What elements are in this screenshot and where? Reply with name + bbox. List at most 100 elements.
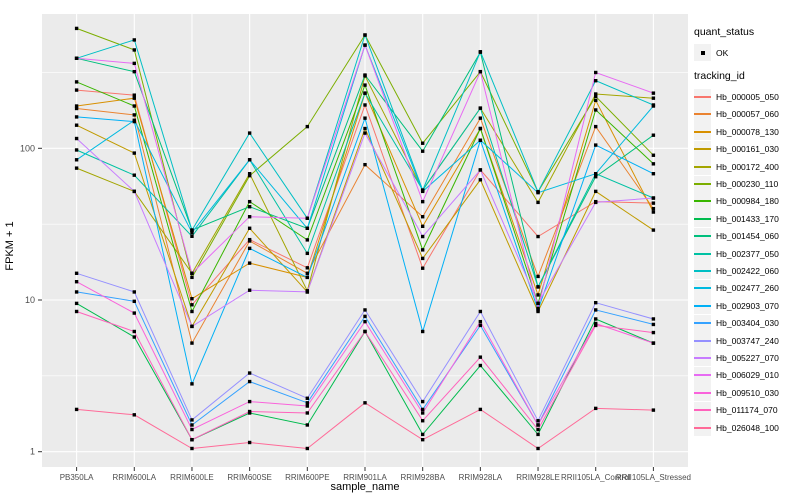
y-axis-title: FPKM + 1 [4,221,16,271]
data-point [190,418,194,422]
data-point [247,173,252,178]
legend-item-Hb_000984_180: Hb_000984_180 [694,192,798,210]
y-tick-label: 1 [30,447,35,457]
legend-title-tracking-id: tracking_id [694,70,745,83]
legend-key-line-icon [694,158,711,176]
data-point [247,379,252,384]
legend-key-line-icon [694,227,711,245]
x-tick-label: RRIM928LE [516,473,560,482]
legend-item-Hb_000230_110: Hb_000230_110 [694,175,798,193]
data-point [74,148,79,152]
data-point [420,432,425,437]
data-point [305,251,310,256]
data-point [651,196,656,200]
data-point [305,396,310,400]
data-point [247,226,252,230]
legend-label: Hb_002477_260 [716,283,779,294]
legend-item-Hb_000078_130: Hb_000078_130 [694,123,798,141]
legend-label: Hb_000984_180 [716,196,779,207]
legend-item-Hb_011174_070: Hb_011174_070 [694,401,798,419]
data-point [478,309,483,314]
series-color-line [694,183,711,186]
data-point [74,301,79,306]
data-point [190,234,194,238]
legend-key-line-icon [694,210,711,228]
data-point [363,401,367,405]
data-point [651,133,656,137]
legend-item-Hb_003747_240: Hb_003747_240 [694,332,798,350]
data-point [536,432,540,437]
data-point [651,153,656,157]
legend-label: Hb_000161_030 [716,144,779,155]
data-point [247,371,252,375]
legend-series-list: Hb_000005_050 Hb_000057_060 Hb_000078_130 H… [694,88,798,436]
x-tick-label: RRII105LA_Stressed [616,473,691,482]
series-color-line [694,200,711,203]
data-point [247,399,252,404]
data-point [74,280,79,284]
data-point [536,306,540,311]
data-point [305,446,310,451]
data-point [132,290,136,294]
data-point [132,151,136,155]
data-point [74,290,79,294]
data-point [651,172,656,176]
data-point [478,69,483,74]
data-point [132,104,136,108]
legend-item-ok: OK [694,44,798,62]
legend-item-Hb_000161_030: Hb_000161_030 [694,140,798,158]
x-tick-label: RRIM600SE [227,473,271,482]
data-point [363,126,367,131]
legend-label: Hb_002377_050 [716,248,779,259]
data-point [190,324,194,329]
data-point [420,399,425,404]
data-point [363,33,367,37]
data-point [651,96,656,100]
legend-label: Hb_000057_060 [716,109,779,120]
data-point [247,172,252,176]
data-point [132,113,136,117]
data-point [132,119,136,124]
legend-label: Hb_011174_070 [716,405,778,416]
data-point [594,92,598,96]
legend-key-line-icon [694,88,711,106]
data-point [305,238,310,242]
series-color-line [694,235,711,238]
data-point [74,106,79,111]
legend-key-line-icon [694,192,711,210]
data-point [190,309,194,314]
legend-label: Hb_005227_070 [716,352,779,363]
data-point [594,124,598,129]
data-point [74,407,79,412]
y-tick-label: 100 [20,143,35,153]
data-point [420,215,425,219]
series-color-line [694,113,711,116]
legend-item-Hb_026048_100: Hb_026048_100 [694,419,798,436]
data-point [363,162,367,167]
data-point [478,126,483,131]
data-point [651,104,656,108]
data-point [132,48,136,52]
x-tick-label: RRIM600PE [285,473,329,482]
data-point [247,440,252,445]
legend-label: Hb_003747_240 [716,335,779,346]
data-point [651,228,656,232]
data-point [651,91,656,95]
legend-label: Hb_009510_030 [716,387,779,398]
data-point [190,423,194,427]
data-point [478,355,483,359]
data-point [536,301,540,306]
data-point [420,266,425,270]
data-point [190,228,194,232]
data-point [74,136,79,141]
data-point [305,266,310,270]
series-color-line [694,391,711,394]
data-point [74,271,79,275]
legend-label: Hb_000172_400 [716,161,779,172]
legend-item-Hb_006029_010: Hb_006029_010 [694,366,798,384]
series-color-line [694,409,711,412]
data-point [420,199,425,204]
data-point [594,79,598,83]
